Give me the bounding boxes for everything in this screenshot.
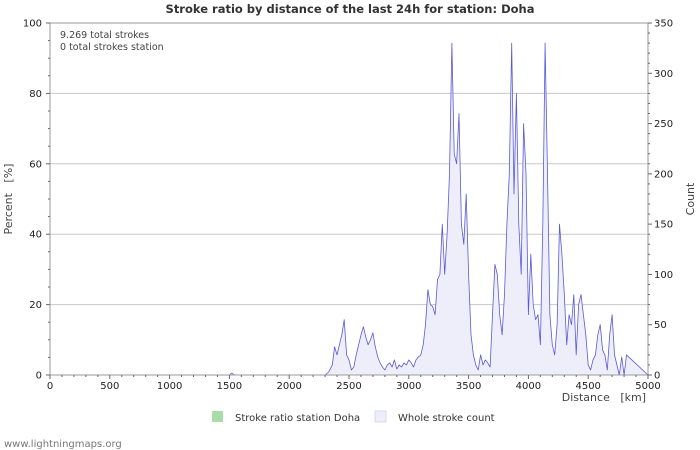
y-right-tick-label-6: 300 [654, 69, 673, 80]
x-tick-label-8: 4000 [516, 381, 541, 392]
y-left-tick-label-4: 80 [29, 89, 42, 100]
info-station-strokes: 0 total strokes station [60, 42, 164, 53]
y-axis-left-label: Percent [%] [2, 164, 15, 235]
x-tick-label-5: 2500 [336, 381, 361, 392]
x-tick-label-10: 5000 [635, 381, 660, 392]
y-right-tick-label-7: 350 [654, 19, 673, 30]
y-right-tick-label-2: 100 [654, 270, 673, 281]
legend-swatch-station-ratio [212, 411, 223, 422]
y-right-tick-label-5: 250 [654, 119, 673, 130]
x-tick-label-0: 0 [47, 381, 53, 392]
y-left-tick-label-1: 20 [29, 300, 42, 311]
y-left-tick-label-3: 60 [29, 159, 42, 170]
y-right-tick-label-1: 50 [654, 320, 667, 331]
legend: Stroke ratio station Doha Whole stroke c… [212, 410, 495, 424]
y-left-tick-label-2: 40 [29, 230, 42, 241]
x-tick-label-4: 2000 [276, 381, 301, 392]
y-right-tick-label-3: 150 [654, 220, 673, 231]
site-credit: www.lightningmaps.org [4, 439, 122, 450]
plot-area [50, 42, 649, 376]
y-axis-left: 0 20 40 60 80 100 [23, 19, 50, 382]
x-axis-label: Distance [km] [562, 391, 646, 404]
info-total-strokes: 9.269 total strokes [60, 30, 149, 41]
x-tick-label-6: 3000 [396, 381, 421, 392]
y-left-tick-label-0: 0 [36, 371, 42, 382]
y-left-tick-label-5: 100 [23, 19, 42, 30]
y-right-tick-label-0: 0 [654, 371, 660, 382]
x-axis: 0 500 1000 1500 2000 2500 3000 3500 4000 4500 5000 [47, 375, 661, 392]
x-tick-label-9: 4500 [575, 381, 600, 392]
legend-swatch-stroke-count [374, 410, 387, 423]
stroke-count-line [50, 42, 649, 376]
x-tick-label-7: 3500 [456, 381, 481, 392]
x-tick-label-2: 1000 [157, 381, 182, 392]
y-axis-right: 0 50 100 150 200 250 300 350 [648, 19, 673, 382]
legend-label-stroke-count: Whole stroke count [398, 413, 495, 424]
chart-title: Stroke ratio by distance of the last 24h… [166, 2, 535, 16]
x-tick-label-3: 1500 [217, 381, 242, 392]
x-tick-label-1: 500 [100, 381, 119, 392]
y-axis-right-label: Count [684, 182, 697, 215]
y-right-tick-label-4: 200 [654, 169, 673, 180]
legend-label-station-ratio: Stroke ratio station Doha [235, 413, 360, 424]
